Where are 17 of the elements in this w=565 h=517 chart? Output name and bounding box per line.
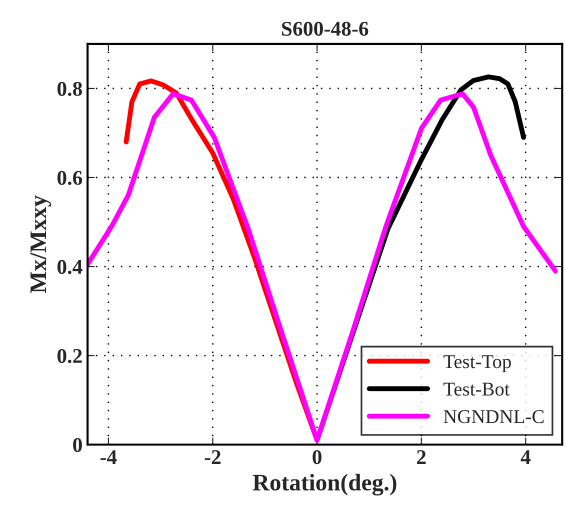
x-tick-label: -4 [100, 450, 117, 464]
legend-label: Test-Top [443, 355, 511, 372]
y-tick-label: 0.6 [57, 170, 82, 186]
y-axis-title: Mx/Mxxy [30, 195, 52, 294]
y-tick-label: 0.2 [57, 348, 82, 364]
x-tick-label: 2 [417, 450, 426, 464]
x-tick-label: 4 [520, 450, 530, 464]
x-tick-label: 0 [312, 450, 322, 464]
legend-label: Test-Bot [443, 382, 510, 396]
chart-title: S600-48-6 [282, 22, 368, 36]
x-tick-label: -2 [204, 450, 221, 464]
line-series [88, 91, 558, 443]
y-tick-label: 0.4 [57, 260, 82, 274]
y-tick-label: 0 [73, 438, 82, 452]
x-axis-title: Rotation(deg.) [252, 474, 396, 496]
y-tick-label: 0.8 [57, 82, 82, 96]
legend-label: NGNDNL-C [444, 410, 544, 424]
